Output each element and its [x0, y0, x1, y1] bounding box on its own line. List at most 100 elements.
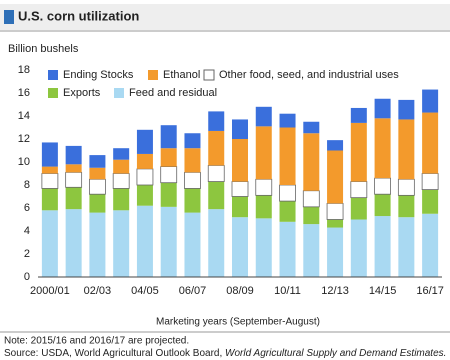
- bar-segment: [89, 155, 106, 168]
- bar-segment: [374, 177, 391, 195]
- bar-segment: [279, 113, 296, 128]
- bar-segment: [350, 181, 368, 199]
- source: Source: USDA, World Agricultural Outlook…: [4, 348, 446, 359]
- bar-segment: [160, 125, 177, 149]
- legend-swatch: [48, 88, 58, 98]
- bar-segment: [136, 129, 153, 154]
- bar-segment: [184, 188, 201, 213]
- title-icon: [4, 10, 14, 24]
- bar-segment: [65, 171, 83, 188]
- bar-segment: [232, 196, 248, 218]
- bar-segment: [41, 142, 58, 167]
- bar-segment: [208, 130, 225, 166]
- bar-segment: [232, 139, 248, 182]
- bar-segment: [65, 164, 82, 173]
- note: Note: 2015/16 and 2016/17 are projected.: [4, 336, 189, 347]
- bar-segment: [160, 166, 178, 184]
- bar-segment: [136, 168, 154, 186]
- x-axis-label: Marketing years (September-August): [156, 317, 320, 328]
- bar-segment: [65, 145, 82, 165]
- bar-segment: [136, 185, 153, 206]
- bar-segment: [160, 182, 177, 207]
- x-tick-label: 02/03: [84, 285, 112, 297]
- chart-title: U.S. corn utilization: [18, 8, 139, 23]
- bar-segment: [41, 166, 58, 174]
- bar-segment: [397, 178, 415, 196]
- x-tick-label: 08/09: [226, 285, 254, 297]
- y-axis-label: Billion bushels: [8, 43, 79, 55]
- source-title: World Agricultural Supply and Demand Est…: [225, 348, 446, 359]
- bar-segment: [398, 99, 415, 120]
- bar-segment: [113, 148, 130, 160]
- bar-segment: [231, 181, 249, 197]
- bar-segment: [350, 122, 367, 182]
- y-tick-label: 18: [18, 64, 30, 76]
- legend-label: Feed and residual: [129, 87, 217, 99]
- bar-segment: [113, 159, 130, 174]
- bar-segment: [232, 217, 248, 277]
- bar-segment: [327, 227, 344, 277]
- legend-swatch: [148, 70, 158, 80]
- x-tick-label: 10/11: [274, 285, 301, 297]
- bar-segment: [113, 210, 130, 277]
- bar-segment: [136, 205, 153, 277]
- bar-segment: [279, 184, 296, 202]
- bar-segment: [422, 189, 439, 214]
- bar-segment: [422, 112, 439, 174]
- bar-segment: [232, 119, 248, 139]
- legend-label: Other food, seed, and industrial uses: [219, 69, 399, 81]
- bar-segment: [279, 221, 296, 277]
- bar-segment: [255, 126, 272, 180]
- legend-label: Exports: [63, 87, 101, 99]
- bar-segment: [160, 148, 177, 167]
- y-tick-label: 4: [24, 225, 30, 237]
- bar-segment: [41, 188, 58, 211]
- source-text: Source: USDA, World Agricultural Outlook…: [4, 348, 225, 359]
- bar-segment: [41, 210, 58, 277]
- bar-segment: [398, 217, 415, 277]
- legend-swatch: [48, 70, 58, 80]
- bar-segment: [65, 187, 82, 210]
- y-tick-label: 8: [24, 179, 30, 191]
- bar-segment: [208, 209, 225, 277]
- bar-segment: [65, 209, 82, 277]
- bar-segment: [398, 195, 415, 218]
- bar-segment: [89, 167, 106, 180]
- bar-segment: [89, 194, 106, 213]
- bar-segment: [374, 118, 391, 179]
- legend-swatch: [203, 69, 215, 81]
- y-tick-label: 6: [24, 202, 30, 214]
- x-tick-label: 12/13: [321, 285, 349, 297]
- bar-segment: [89, 212, 106, 277]
- bar-segment: [303, 206, 320, 225]
- legend-label: Ethanol: [163, 69, 200, 81]
- bar-segment: [327, 219, 344, 228]
- bar-segment: [326, 202, 344, 220]
- x-tick-label: 06/07: [179, 285, 207, 297]
- bar-segment: [184, 133, 201, 149]
- bar-segment: [255, 106, 272, 127]
- y-tick-label: 16: [18, 87, 30, 99]
- bar-segment: [255, 218, 272, 277]
- bar-segment: [302, 190, 320, 208]
- bar-segment: [350, 219, 367, 277]
- bar-segment: [136, 153, 153, 169]
- bar-segment: [422, 89, 439, 113]
- y-tick-label: 14: [18, 110, 30, 122]
- bar-segment: [184, 171, 201, 189]
- bar-segment: [184, 148, 201, 173]
- bar-segment: [374, 194, 391, 217]
- bar-segment: [160, 206, 177, 277]
- legend-label: Ending Stocks: [63, 69, 134, 81]
- y-tick-label: 2: [24, 248, 30, 260]
- bar-segment: [398, 119, 415, 180]
- bar-segment: [350, 197, 367, 220]
- bar-segment: [279, 127, 296, 185]
- bar-segment: [208, 181, 225, 210]
- title-bar: [0, 4, 450, 30]
- bar-segment: [41, 173, 59, 189]
- bar-segment: [374, 98, 391, 119]
- bar-segment: [279, 201, 296, 222]
- x-tick-label: 14/15: [369, 285, 397, 297]
